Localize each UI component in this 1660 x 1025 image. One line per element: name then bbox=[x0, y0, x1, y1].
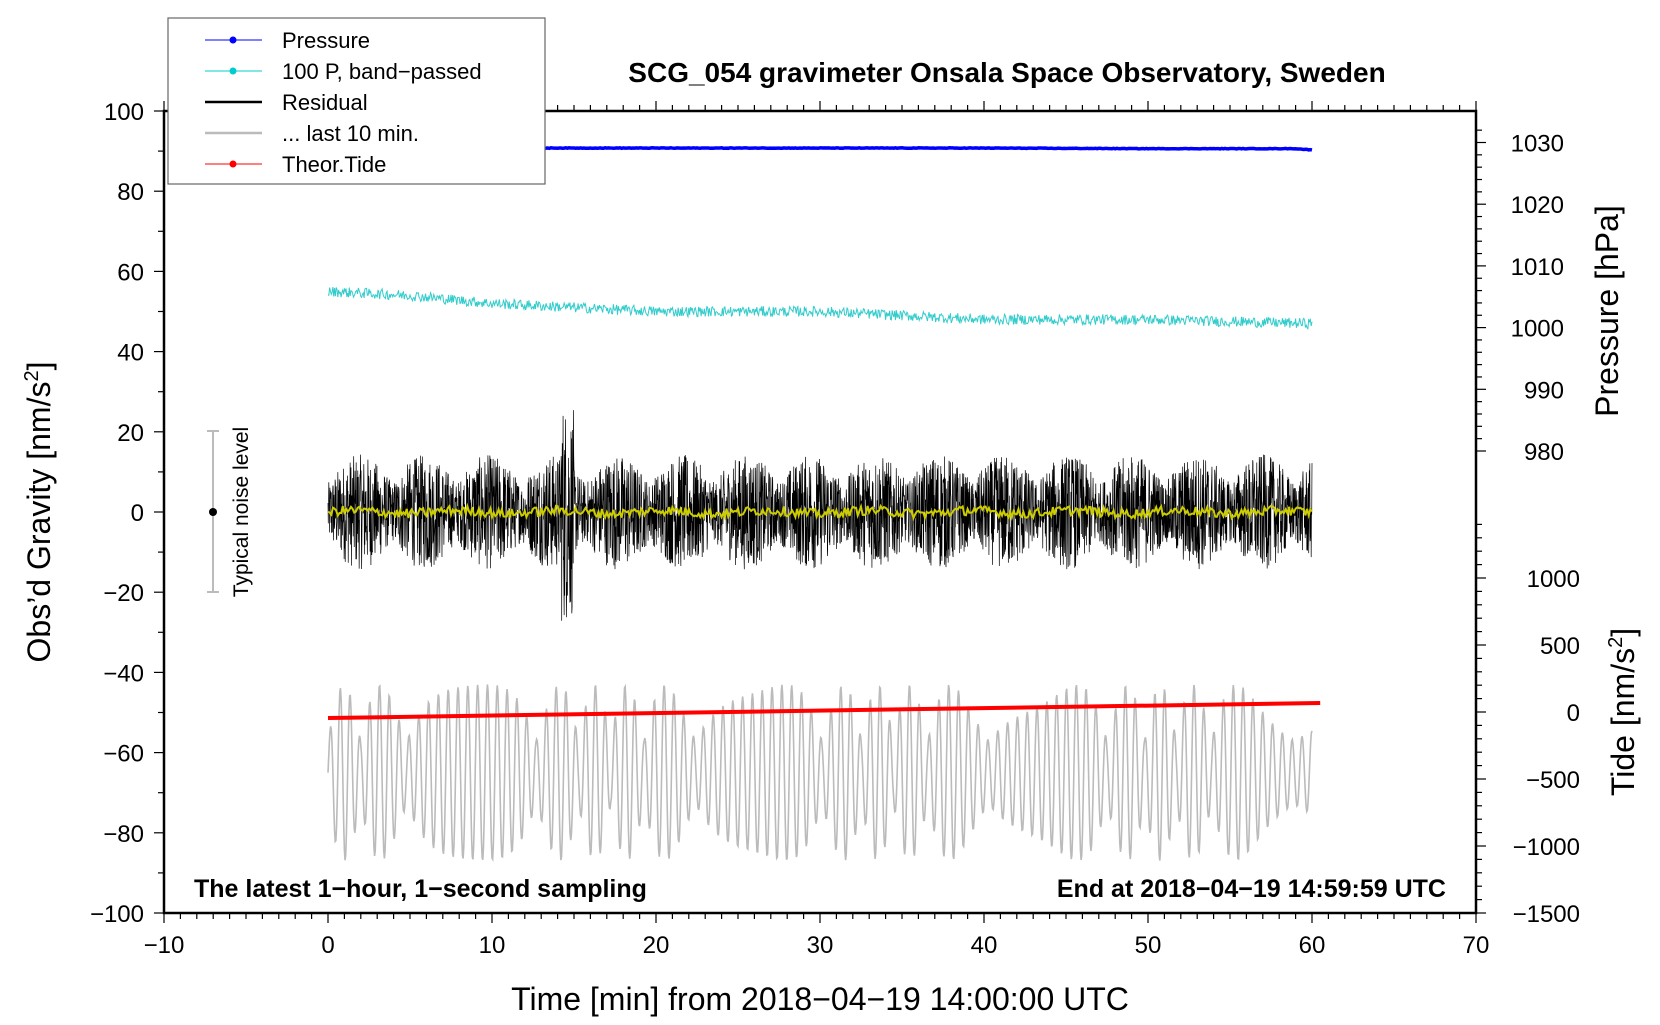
tide-tick-label: 0 bbox=[1567, 700, 1580, 727]
tide-tick-label: −500 bbox=[1526, 767, 1580, 794]
series-residual-smoothed bbox=[327, 502, 1313, 522]
legend-label: 100 P, band−passed bbox=[282, 59, 482, 84]
x-tick-label: 40 bbox=[971, 932, 998, 959]
x-tick-label: −10 bbox=[144, 932, 185, 959]
tide-label-sup: 2 bbox=[1605, 637, 1627, 648]
y-tick-label: 60 bbox=[117, 259, 144, 286]
x-tick-label: 30 bbox=[807, 932, 834, 959]
x-tick-label: 0 bbox=[321, 932, 334, 959]
tide-tick-label: 1000 bbox=[1527, 566, 1580, 593]
annotation-right: End at 2018−04−19 14:59:59 UTC bbox=[1057, 875, 1446, 903]
y-tick-label: 80 bbox=[117, 179, 144, 206]
pressure-tick-label: 990 bbox=[1524, 377, 1564, 404]
pressure-axis-label: Pressure [hPa] bbox=[1589, 205, 1625, 417]
legend: Pressure 100 P, band−passed Residual ... la… bbox=[167, 17, 546, 185]
legend-label: Pressure bbox=[282, 28, 370, 53]
y-tick-label: −40 bbox=[103, 660, 144, 687]
plot-data bbox=[327, 146, 1321, 863]
noise-label: Typical noise level bbox=[230, 427, 253, 597]
noise-center-dot bbox=[209, 508, 217, 516]
y-axis-label: Obs’d Gravity [nm/s2] bbox=[21, 362, 57, 663]
x-tick-label: 60 bbox=[1299, 932, 1326, 959]
chart-title: SCG_054 gravimeter Onsala Space Observat… bbox=[628, 57, 1385, 88]
y-tick-label: −60 bbox=[103, 741, 144, 768]
legend-marker bbox=[229, 160, 237, 168]
pressure-tick-label: 1000 bbox=[1511, 316, 1564, 343]
y-tick-label: −100 bbox=[90, 901, 144, 928]
y-tick-label: −20 bbox=[103, 580, 144, 607]
y-tick-label: 40 bbox=[117, 340, 144, 367]
pressure-tick-label: 1020 bbox=[1511, 192, 1564, 219]
series-pressure-bandpassed bbox=[327, 286, 1313, 330]
x-tick-label: 20 bbox=[643, 932, 670, 959]
axes: −10 0 10 20 30 40 50 60 70−100−80−60−40−20020406… bbox=[90, 99, 1580, 959]
y-label-sup: 2 bbox=[21, 370, 43, 381]
tide-label-main: Tide [nm/s bbox=[1605, 648, 1641, 796]
pressure-tick-label: 980 bbox=[1524, 439, 1564, 466]
x-axis-label: Time [min] from 2018−04−19 14:00:00 UTC bbox=[511, 981, 1129, 1017]
tide-tick-label: 500 bbox=[1540, 633, 1580, 660]
tide-tick-label: −1000 bbox=[1513, 834, 1580, 861]
tide-label-end: ] bbox=[1605, 628, 1641, 637]
legend-label: Theor.Tide bbox=[282, 152, 386, 177]
noise-level-indicator: Typical noise level bbox=[207, 427, 253, 597]
series-last-10-min bbox=[327, 683, 1313, 863]
legend-marker bbox=[229, 36, 237, 44]
tide-tick-label: −1500 bbox=[1513, 901, 1580, 928]
pressure-tick-label: 1010 bbox=[1511, 254, 1564, 281]
annotation-left: The latest 1−hour, 1−second sampling bbox=[194, 875, 647, 903]
y-tick-label: 0 bbox=[131, 500, 144, 527]
x-tick-label: 10 bbox=[479, 932, 506, 959]
y-tick-label: −80 bbox=[103, 821, 144, 848]
pressure-tick-label: 1030 bbox=[1511, 131, 1564, 158]
series-residual bbox=[327, 410, 1313, 621]
legend-label: ... last 10 min. bbox=[282, 121, 419, 146]
x-tick-label: 70 bbox=[1463, 932, 1490, 959]
legend-label: Residual bbox=[282, 90, 368, 115]
y-label-end: ] bbox=[21, 362, 57, 371]
tide-axis-label: Tide [nm/s2] bbox=[1605, 628, 1641, 796]
y-tick-label: 100 bbox=[104, 99, 144, 126]
legend-marker bbox=[229, 67, 237, 75]
y-label-main: Obs’d Gravity [nm/s bbox=[21, 382, 57, 663]
series-theor-tide bbox=[327, 701, 1321, 721]
x-tick-label: 50 bbox=[1135, 932, 1162, 959]
y-tick-label: 20 bbox=[117, 420, 144, 447]
